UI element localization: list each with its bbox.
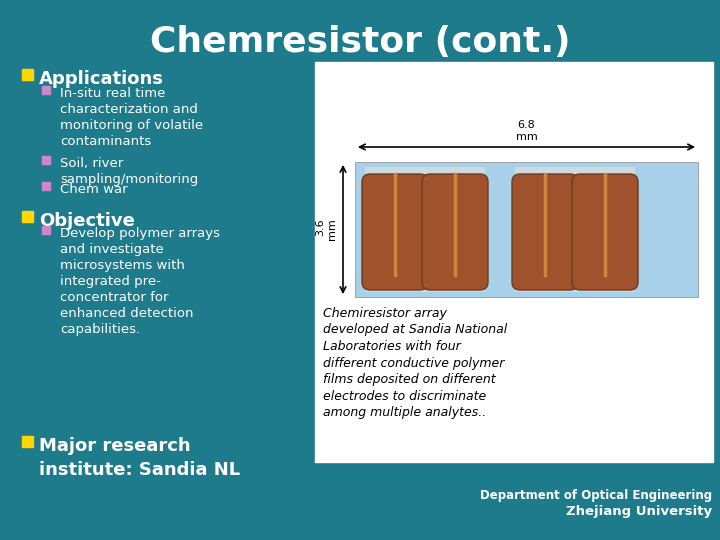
FancyBboxPatch shape — [362, 174, 428, 290]
Bar — [355, 162, 698, 297]
Bar — [22, 436, 33, 447]
Text: Chem war: Chem war — [60, 183, 127, 196]
Text: In-situ real time
characterization and
monitoring of volatile
contaminants: In-situ real time characterization and m… — [60, 87, 203, 148]
Bar — [22, 211, 33, 222]
Text: 6.8
mm: 6.8 mm — [516, 120, 537, 142]
Bar — [42, 182, 50, 190]
Bar — [515, 167, 575, 292]
Bar — [365, 167, 425, 292]
Bar — [315, 62, 713, 462]
Text: Develop polymer arrays
and investigate
microsystems with
integrated pre-
concent: Develop polymer arrays and investigate m… — [60, 227, 220, 336]
Bar — [42, 156, 50, 164]
Text: Major research
institute: Sandia NL: Major research institute: Sandia NL — [39, 437, 240, 478]
Text: Chemiresistor array
developed at Sandia National
Laboratories with four
differen: Chemiresistor array developed at Sandia … — [323, 307, 508, 419]
FancyBboxPatch shape — [422, 174, 488, 290]
Bar — [22, 69, 33, 80]
Text: Zhejiang University: Zhejiang University — [566, 505, 712, 518]
Text: Department of Optical Engineering: Department of Optical Engineering — [480, 489, 712, 502]
Text: Applications: Applications — [39, 70, 164, 88]
FancyBboxPatch shape — [512, 174, 578, 290]
Bar — [425, 167, 485, 292]
Text: 3.6
mm: 3.6 mm — [315, 219, 337, 240]
Text: Objective: Objective — [39, 212, 135, 230]
FancyBboxPatch shape — [572, 174, 638, 290]
Text: Soil, river
sampling/monitoring: Soil, river sampling/monitoring — [60, 157, 198, 186]
Bar — [42, 86, 50, 94]
Text: Chemresistor (cont.): Chemresistor (cont.) — [150, 25, 570, 59]
Bar — [42, 226, 50, 234]
Bar — [575, 167, 635, 292]
